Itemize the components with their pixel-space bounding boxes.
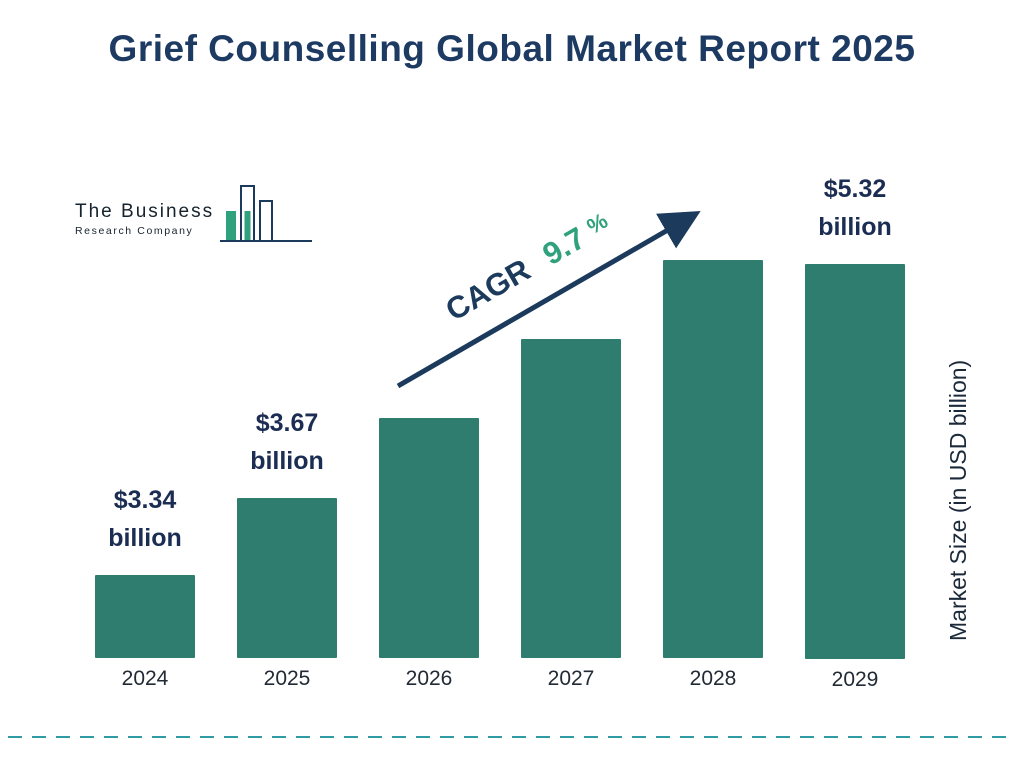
bar-chart-logo-icon <box>220 185 313 242</box>
company-logo-text: The Business Research Company <box>75 201 214 237</box>
page-title: Grief Counselling Global Market Report 2… <box>108 28 916 69</box>
bar-2025 <box>237 498 337 658</box>
bar-column-2024: $3.34 billion 2024 <box>95 170 195 692</box>
bar-2024 <box>95 575 195 658</box>
x-axis-label-2028: 2028 <box>689 667 737 690</box>
x-axis-label-2025: 2025 <box>263 667 311 690</box>
x-axis-label-2024: 2024 <box>121 667 169 690</box>
bar-columns: $3.34 billion 2024 $3.67 billion 2025 2026 2027… <box>95 170 905 692</box>
bar-2029 <box>805 264 905 659</box>
bar-column-2026: 2026 <box>379 170 479 692</box>
bar-chart: $3.34 billion 2024 $3.67 billion 2025 2026 2027… <box>95 170 905 692</box>
bar-column-2028: 2028 <box>663 170 763 692</box>
value-label-2025: $3.67 billion <box>250 409 324 475</box>
bar-2026 <box>379 418 479 658</box>
x-axis-label-2027: 2027 <box>547 667 595 690</box>
value-label-2024: $3.34 billion <box>108 486 182 552</box>
bar-2027 <box>521 339 621 658</box>
bottom-dashed-divider <box>8 736 1016 738</box>
logo-line2: Research Company <box>75 225 194 237</box>
bar-2028 <box>663 260 763 658</box>
y-axis-label: Market Size (in USD billion) <box>945 359 971 641</box>
bar-column-2027: 2027 <box>521 170 621 692</box>
x-axis-label-2029: 2029 <box>831 668 879 691</box>
logo-line1: The Business <box>75 201 215 222</box>
company-logo: The Business Research Company <box>75 183 313 249</box>
x-axis-label-2026: 2026 <box>405 667 453 690</box>
value-label-2029: $5.32 billion <box>818 175 892 241</box>
bar-column-2025: $3.67 billion 2025 <box>237 170 337 692</box>
bar-column-2029: $5.32 billion 2029 <box>805 170 905 692</box>
